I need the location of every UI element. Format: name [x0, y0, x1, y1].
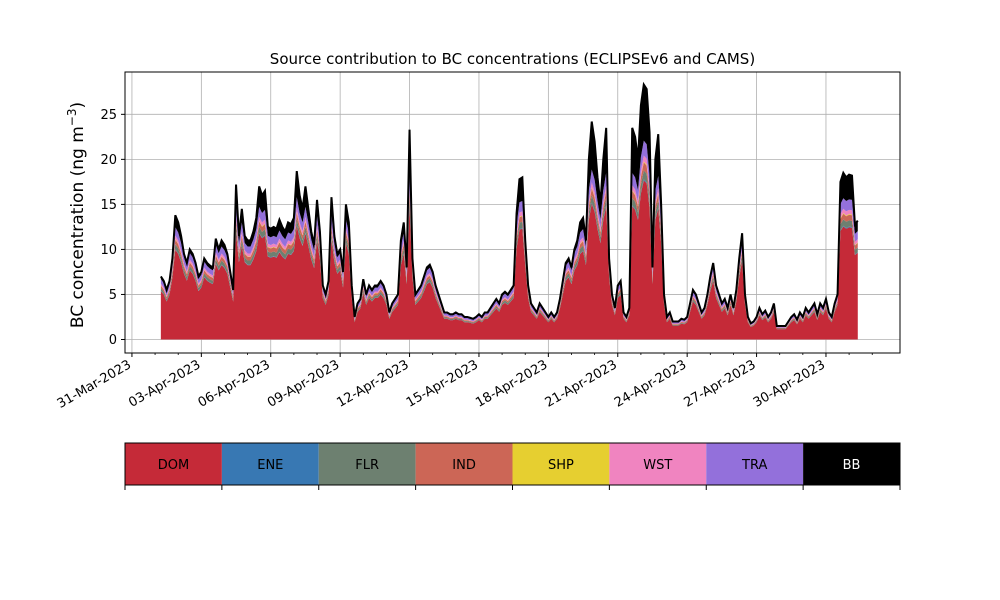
y-tick-label: 25	[100, 108, 117, 123]
stacked-areas	[160, 81, 859, 340]
legend-label-wst: WST	[643, 458, 672, 473]
y-tick-label: 5	[109, 288, 117, 303]
legend-swatch-ene	[221, 443, 319, 485]
colorbar-legend: DOM ENE FLR IND SHP WST TRA BB	[124, 442, 901, 490]
legend-label-bb: BB	[843, 458, 861, 473]
legend-label-shp: SHP	[548, 458, 574, 473]
y-axis-label-superscript: −3	[65, 108, 79, 126]
total-line	[160, 81, 859, 327]
y-axis-label-close: )	[68, 102, 88, 109]
legend-swatch-shp	[512, 443, 610, 485]
y-tick-label: 10	[100, 243, 117, 258]
y-axis-label: BC concentration (ng m−3)	[65, 102, 88, 328]
legend-swatch-bb	[803, 443, 900, 485]
area-bb	[160, 84, 858, 327]
legend-swatch-dom	[125, 443, 222, 485]
chart-title: Source contribution to BC concentrations…	[270, 50, 755, 68]
area-dom	[160, 180, 858, 340]
y-tick-label: 20	[100, 153, 117, 168]
legend-label-dom: DOM	[158, 458, 189, 473]
y-axis-label-main: BC concentration (ng m	[68, 126, 88, 328]
legend-swatch-tra	[706, 443, 804, 485]
legend-swatch-ind	[415, 443, 513, 485]
legend-label-tra: TRA	[741, 458, 767, 473]
y-tick-label: 0	[109, 333, 117, 348]
legend-swatch-flr	[318, 443, 416, 485]
plot-frame	[124, 71, 901, 354]
legend-label-ind: IND	[452, 458, 476, 473]
legend-label-flr: FLR	[355, 458, 379, 473]
legend-swatch-wst	[609, 443, 707, 485]
y-tick-label: 15	[100, 198, 117, 213]
legend-label-ene: ENE	[257, 458, 283, 473]
